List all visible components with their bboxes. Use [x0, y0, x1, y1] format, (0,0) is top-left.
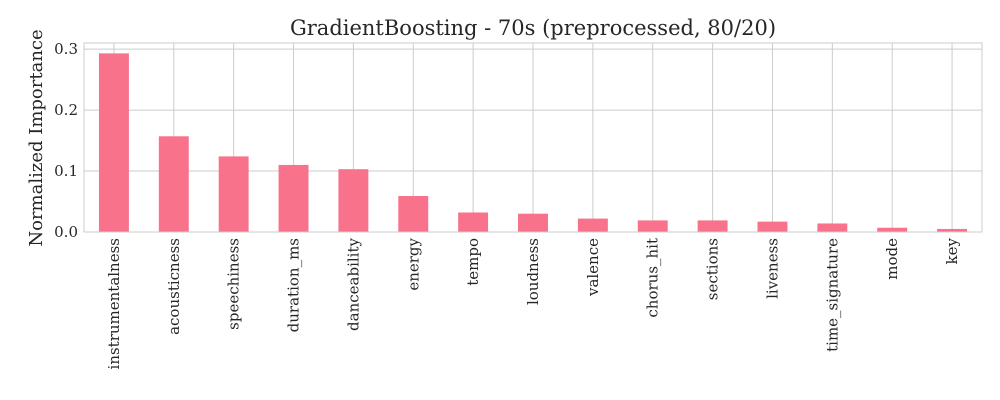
x-tick-label: valence	[584, 238, 602, 297]
bar-instrumentalness	[98, 53, 129, 232]
bar-layer	[98, 53, 968, 232]
bar-mode	[877, 227, 908, 232]
x-tick-label: acousticness	[165, 238, 183, 335]
bar-acousticness	[158, 136, 189, 232]
x-tick-label: instrumentalness	[105, 238, 123, 369]
bar-tempo	[458, 212, 489, 232]
x-tick-label: key	[943, 237, 961, 264]
x-tick-label: time_signature	[823, 238, 841, 352]
x-tick-label: energy	[404, 237, 422, 290]
x-axis-ticks: instrumentalness acousticness speechiness d…	[105, 237, 961, 369]
bar-chorus-hit	[637, 220, 668, 232]
x-tick-label: danceability	[344, 237, 362, 330]
bar-key	[937, 228, 968, 232]
bar-speechiness	[218, 156, 249, 232]
y-tick-label: 0.2	[54, 101, 78, 119]
y-tick-label: 0.1	[54, 162, 78, 180]
bar-loudness	[518, 213, 548, 232]
y-tick-label: 0.0	[54, 223, 78, 241]
x-tick-label: duration_ms	[285, 238, 303, 332]
x-tick-label: tempo	[464, 238, 482, 286]
bar-duration-ms	[278, 164, 309, 232]
x-tick-label: chorus_hit	[644, 238, 662, 318]
bar-danceability	[338, 169, 369, 232]
x-tick-label: speechiness	[225, 238, 243, 330]
bar-sections	[697, 220, 728, 232]
plot-frame	[83, 42, 983, 233]
chart-title: GradientBoosting - 70s (preprocessed, 80…	[290, 16, 776, 40]
x-tick-label: mode	[883, 238, 901, 280]
y-axis-label: Normalized Importance	[26, 29, 47, 246]
bar-energy	[398, 196, 429, 232]
y-axis-ticks: 0.0 0.1 0.2 0.3	[54, 40, 78, 241]
bar-time-signature	[817, 223, 848, 232]
bar-liveness	[757, 221, 788, 232]
x-tick-label: liveness	[763, 238, 781, 299]
x-tick-label: sections	[704, 238, 722, 300]
bar-valence	[577, 218, 608, 232]
x-tick-label: loudness	[524, 238, 542, 305]
y-tick-label: 0.3	[54, 40, 78, 58]
